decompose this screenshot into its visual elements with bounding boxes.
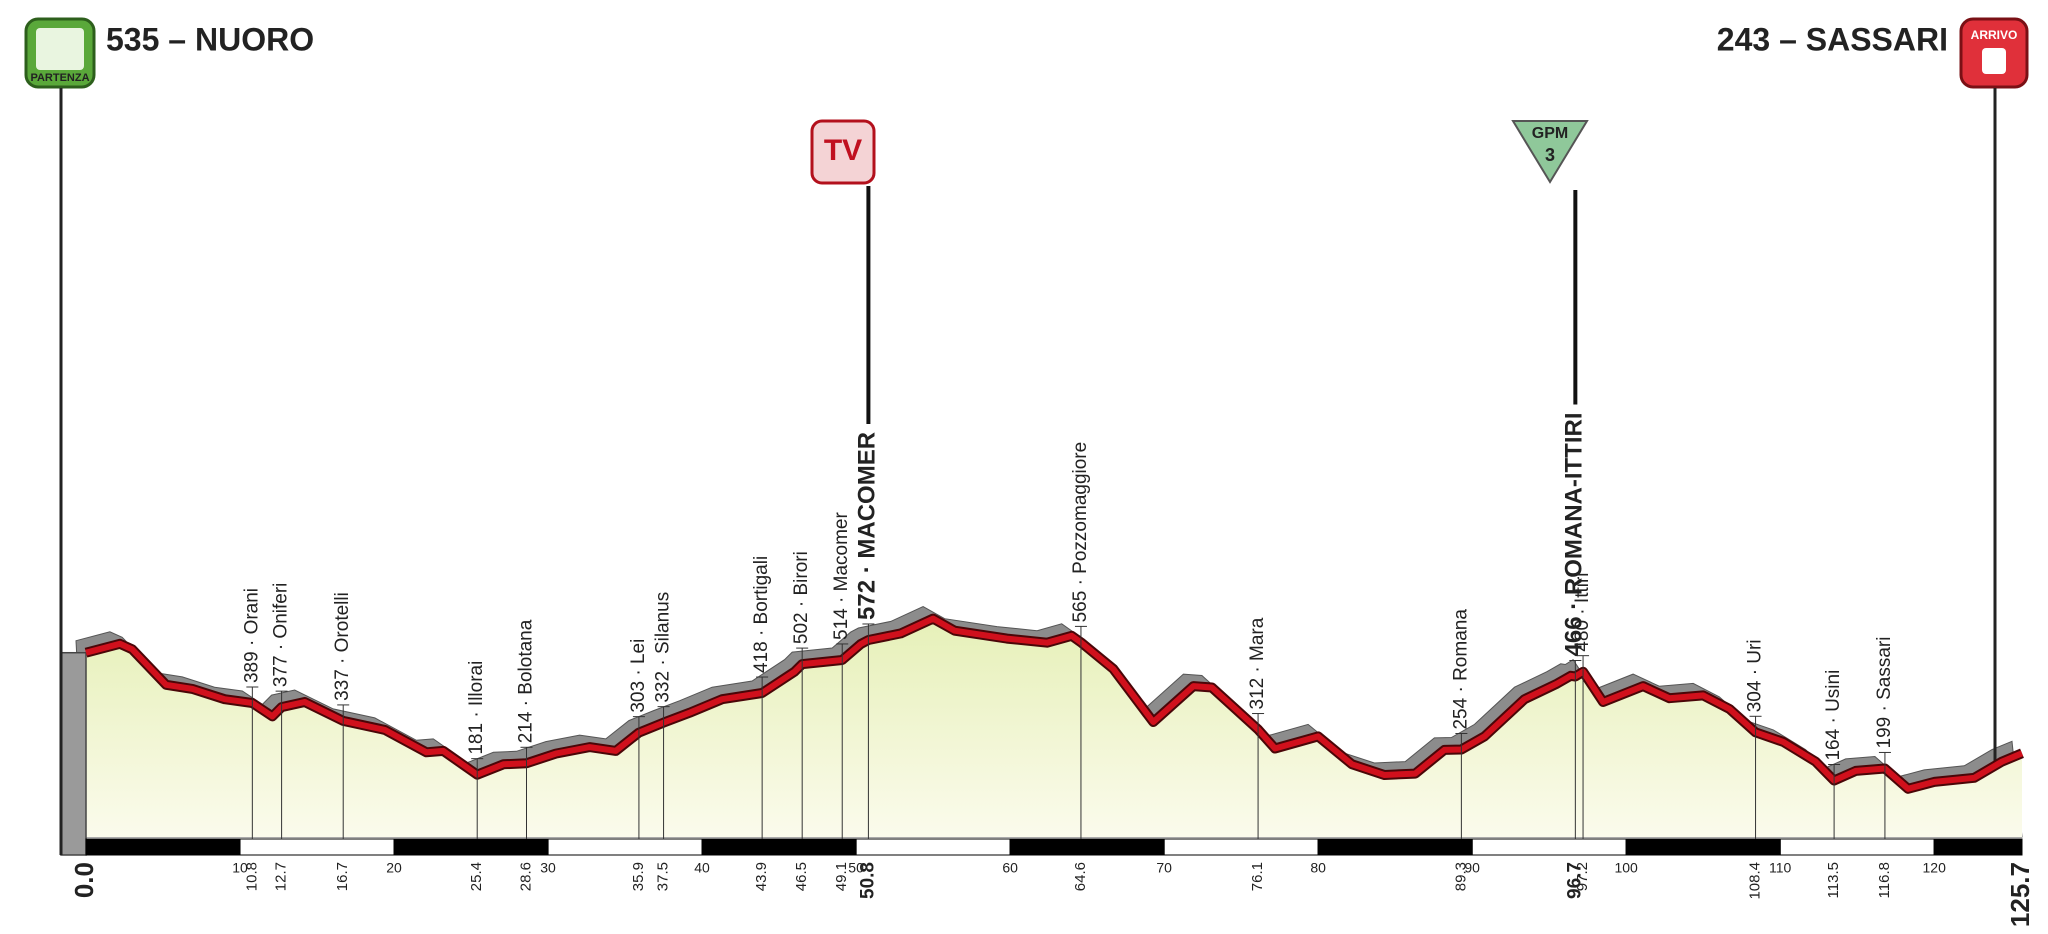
profile-line <box>85 615 2024 792</box>
x-end-label: 125.7 <box>2005 862 2035 927</box>
waypoint-label: 337 · Orotelli <box>332 592 353 701</box>
waypoint-km: 46.5 <box>793 862 810 891</box>
x-tick-label: 80 <box>1310 860 1326 876</box>
start-badge-label: PARTENZA <box>30 72 89 84</box>
waypoint-km: 89.3 <box>1452 862 1469 891</box>
header: PARTENZA 535 – NUORO 243 – SASSARI ARRIV… <box>24 17 2029 185</box>
km-segment <box>1317 838 1473 856</box>
waypoint-label: 303 · Lei <box>628 639 649 713</box>
km-segment <box>1009 838 1165 856</box>
waypoint-label: 377 · Oniferi <box>271 583 292 688</box>
km-segment <box>1779 838 1935 856</box>
km-segment <box>239 838 395 856</box>
waypoint-label: 214 · Bolotana <box>516 619 537 743</box>
waypoint-label: 254 · Romana <box>1450 609 1471 730</box>
waypoint-label: 514 · Macomer <box>831 512 852 640</box>
finish-badge-label: ARRIVO <box>1971 28 2018 42</box>
climb-category: 3 <box>1545 145 1555 165</box>
x-tick-label: 120 <box>1923 860 1947 876</box>
x-tick-label: 20 <box>386 860 402 876</box>
x-tick-label: 90 <box>1464 860 1480 876</box>
finish-icon <box>1982 48 2006 74</box>
waypoint-km: 50.8 <box>857 862 878 899</box>
x-tick-label: 40 <box>694 860 710 876</box>
waypoint-km: 76.1 <box>1249 862 1266 891</box>
waypoint-km: 25.4 <box>468 862 485 891</box>
sprint-badge-icon <box>810 119 876 185</box>
x-tick-label: 110 <box>1769 860 1792 876</box>
waypoint-label: 572 · MACOMER <box>854 432 881 620</box>
waypoint-km: 108.4 <box>1747 862 1764 900</box>
km-segment <box>393 838 549 856</box>
waypoint-km: 116.8 <box>1876 862 1893 898</box>
waypoint-km: 28.6 <box>517 862 534 891</box>
km-segment <box>1933 838 2023 856</box>
sprint-badge: TV <box>824 134 862 167</box>
waypoint-label: 332 · Silanus <box>653 592 674 703</box>
waypoint-label: 565 · Pozzomaggiore <box>1070 442 1091 623</box>
km-segment <box>1163 838 1319 856</box>
km-segment <box>1471 838 1627 856</box>
waypoint-label: 418 · Bortigali <box>751 556 772 673</box>
waypoint-km: 16.7 <box>334 862 351 891</box>
waypoint-label: 466 · ROMANA-ITTIRI <box>1561 412 1588 656</box>
waypoint-km: 37.5 <box>655 862 672 891</box>
waypoint-label: 304 · Uri <box>1745 639 1766 712</box>
waypoint-label: 181 · Illorai <box>466 661 487 755</box>
profile-fill <box>86 618 2022 837</box>
waypoint-km: 43.9 <box>753 862 770 891</box>
waypoint-km: 97.2 <box>1574 862 1591 891</box>
waypoint-label: 312 · Mara <box>1247 617 1268 709</box>
waypoint-label: 480 · Ittiri <box>1572 572 1593 651</box>
finish-title: 243 – SASSARI <box>1717 21 1948 57</box>
waypoint-label: 502 · Birori <box>791 551 812 644</box>
km-segment <box>855 838 1011 856</box>
climb-badge-icon <box>1511 120 1589 184</box>
waypoint-label: 199 · Sassari <box>1874 637 1895 749</box>
waypoint-km: 10.8 <box>243 862 260 891</box>
start-title: 535 – NUORO <box>106 21 314 57</box>
km-segment <box>1625 838 1781 856</box>
waypoint-km: 113.5 <box>1825 862 1842 898</box>
x-end-label: 0.0 <box>69 862 99 898</box>
x-tick-label: 70 <box>1156 860 1172 876</box>
start-block <box>60 651 87 856</box>
km-segment <box>547 838 703 856</box>
x-tick-label: 100 <box>1614 860 1638 876</box>
x-tick-label: 30 <box>540 860 556 876</box>
x-tick-label: 60 <box>1002 860 1018 876</box>
waypoint-km: 64.6 <box>1072 862 1089 891</box>
waypoint-km: 12.7 <box>273 862 290 891</box>
km-segment <box>85 838 241 856</box>
x-tick-label: 10 <box>232 860 248 876</box>
start-flag <box>36 28 84 70</box>
x-tick-label: 50 <box>848 860 864 876</box>
waypoint-km: 96.7 <box>1564 862 1585 899</box>
km-segment <box>701 838 857 856</box>
climb-badge: GPM <box>1532 125 1568 142</box>
waypoint-km: 35.9 <box>630 862 647 891</box>
waypoint-km: 49.1 <box>833 862 850 891</box>
waypoint-label: 164 · Usini <box>1823 670 1844 761</box>
waypoint-label: 389 · Orani <box>241 588 262 683</box>
